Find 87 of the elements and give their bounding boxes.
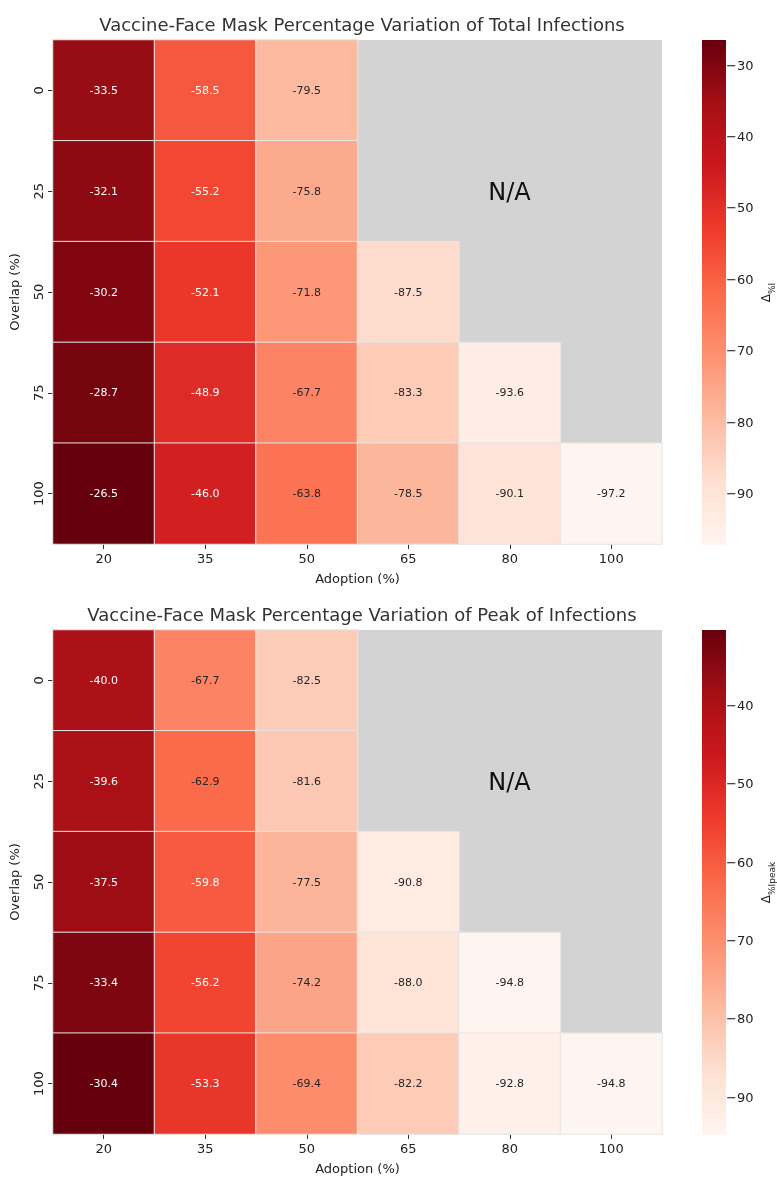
annotation: N/A — [488, 767, 532, 796]
x-tick-label: 20 — [95, 551, 113, 566]
color-bar-label: −80 — [726, 1011, 754, 1027]
y-axis-title: Overlap (%) — [7, 843, 22, 921]
color-bar-label: −50 — [726, 776, 754, 792]
data-label: -46.0 — [191, 487, 220, 501]
data-label: -62.9 — [191, 774, 220, 788]
y-tick-label: 75 — [31, 974, 46, 992]
data-label: -94.8 — [597, 1077, 626, 1091]
x-tick-label: 50 — [298, 1141, 316, 1156]
color-bar-label: −40 — [726, 128, 754, 144]
x-axis-title: Adoption (%) — [315, 571, 400, 586]
chart-title: Vaccine-Face Mask Percentage Variation of Total Infections — [99, 13, 625, 35]
data-label: -63.8 — [292, 487, 321, 501]
data-label: -75.8 — [292, 184, 321, 198]
data-label: -87.5 — [394, 285, 423, 299]
data-label: -74.2 — [292, 976, 321, 990]
x-tick-label: 50 — [298, 551, 316, 566]
data-label: -90.1 — [495, 487, 524, 501]
data-label: -56.2 — [191, 976, 220, 990]
data-label: -53.3 — [191, 1077, 220, 1091]
x-tick-label: 20 — [95, 1141, 113, 1156]
data-label: -30.4 — [89, 1077, 118, 1091]
color-bar-label: −70 — [726, 933, 754, 949]
data-label: -58.5 — [191, 83, 220, 97]
color-bar-title: Δ%Ipeak — [759, 861, 777, 904]
data-label: -37.5 — [89, 875, 118, 889]
data-label: -32.1 — [89, 184, 118, 198]
x-tick-label: 80 — [501, 1141, 519, 1156]
color-bar-title: Δ%I — [759, 282, 777, 303]
annotation: N/A — [488, 177, 532, 206]
data-label: -77.5 — [292, 875, 321, 889]
data-label: -59.8 — [191, 875, 220, 889]
y-tick-label: 75 — [31, 384, 46, 402]
data-label: -83.3 — [394, 386, 423, 400]
y-tick-label: 25 — [31, 772, 46, 790]
data-label: -55.2 — [191, 184, 220, 198]
color-bar-label: −60 — [726, 271, 754, 287]
x-tick-label: 65 — [399, 1141, 417, 1156]
data-label: -40.0 — [89, 673, 118, 687]
y-axis-title: Overlap (%) — [7, 253, 22, 331]
data-label: -67.7 — [191, 673, 220, 687]
data-label: -82.5 — [292, 673, 321, 687]
color-bar-label: −90 — [726, 486, 754, 502]
y-tick-label: 100 — [31, 1071, 46, 1097]
color-bar-label: −30 — [726, 57, 754, 73]
y-tick-label: 50 — [31, 873, 46, 891]
data-label: -79.5 — [292, 83, 321, 97]
x-tick-label: 100 — [598, 551, 624, 566]
data-label: -93.6 — [495, 386, 524, 400]
data-label: -90.8 — [394, 875, 423, 889]
data-label: -33.4 — [89, 976, 118, 990]
x-axis-title: Adoption (%) — [315, 1161, 400, 1176]
x-tick-label: 65 — [399, 551, 417, 566]
y-tick-label: 0 — [31, 86, 46, 95]
data-label: -26.5 — [89, 487, 118, 501]
data-label: -81.6 — [292, 774, 321, 788]
data-label: -88.0 — [394, 976, 423, 990]
data-label: -67.7 — [292, 386, 321, 400]
data-label: -92.8 — [495, 1077, 524, 1091]
color-bar-label: −80 — [726, 414, 754, 430]
color-bar-label: −60 — [726, 854, 754, 870]
color-bar-label: −90 — [726, 1089, 754, 1105]
y-tick-label: 25 — [31, 182, 46, 200]
data-label: -94.8 — [495, 976, 524, 990]
data-label: -69.4 — [292, 1077, 321, 1091]
data-label: -78.5 — [394, 487, 423, 501]
y-tick-label: 100 — [31, 481, 46, 507]
x-tick-label: 35 — [196, 1141, 214, 1156]
x-tick-label: 100 — [598, 1141, 624, 1156]
data-label: -39.6 — [89, 774, 118, 788]
data-label: -71.8 — [292, 285, 321, 299]
x-tick-label: 35 — [196, 551, 214, 566]
chart-title: Vaccine-Face Mask Percentage Variation of Peak of Infections — [87, 603, 637, 625]
color-bar-label: −40 — [726, 697, 754, 713]
data-label: -82.2 — [394, 1077, 423, 1091]
x-tick-label: 80 — [501, 551, 519, 566]
y-tick-label: 0 — [31, 676, 46, 685]
data-label: -97.2 — [597, 487, 626, 501]
data-label: -52.1 — [191, 285, 220, 299]
color-bar-label: −70 — [726, 343, 754, 359]
data-label: -33.5 — [89, 83, 118, 97]
color-bar-label: −50 — [726, 200, 754, 216]
data-label: -48.9 — [191, 386, 220, 400]
y-tick-label: 50 — [31, 283, 46, 301]
data-label: -30.2 — [89, 285, 118, 299]
data-label: -28.7 — [89, 386, 118, 400]
